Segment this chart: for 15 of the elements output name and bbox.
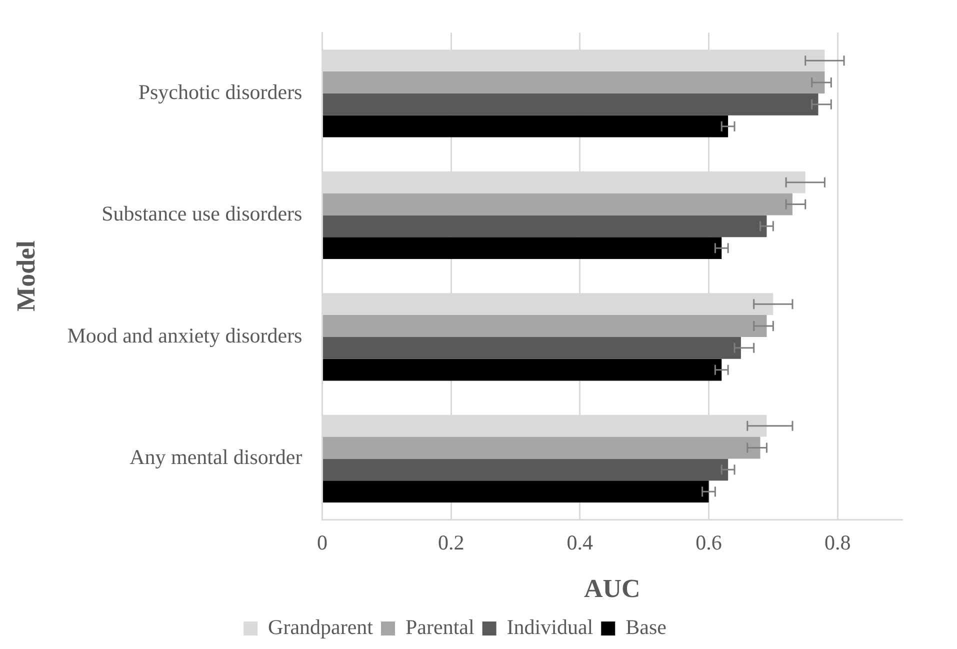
legend-label: Parental	[406, 615, 474, 640]
legend-label: Grandparent	[268, 615, 374, 640]
x-tick-label: 0.8	[824, 530, 851, 555]
x-tick-label: 0.6	[696, 530, 722, 555]
x-tick-label: 0.4	[566, 530, 594, 555]
y-tick-label: Psychotic disorders	[138, 80, 302, 104]
y-tick-label: Any mental disorder	[130, 445, 302, 470]
x-tick-label: 0	[316, 530, 328, 555]
x-tick-label: 0.2	[438, 530, 464, 555]
y-axis-title: Model	[11, 240, 40, 312]
legend-label: Base	[626, 615, 666, 640]
y-tick-label: Mood and anxiety disorders	[67, 323, 302, 348]
x-axis-title: AUC	[584, 574, 640, 604]
y-tick-label: Substance use disorders	[102, 202, 302, 226]
legend-label: Individual	[506, 615, 594, 640]
